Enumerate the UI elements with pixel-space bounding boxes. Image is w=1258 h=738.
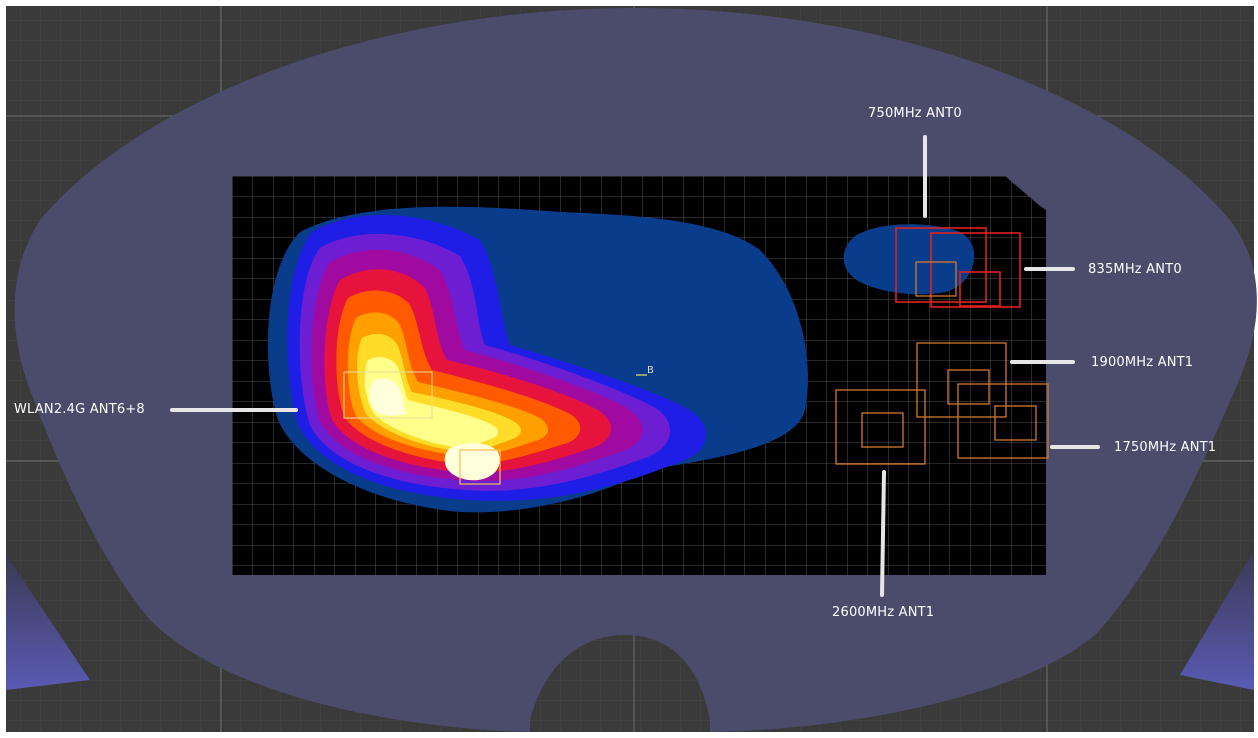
heatmap-wlan xyxy=(267,206,808,513)
label-835mhz-antenna: 835MHz ANT0 xyxy=(1088,262,1182,277)
label-wlan-antenna: WLAN2.4G ANT6+8 xyxy=(14,402,145,417)
heatmap-lte-low-band xyxy=(843,224,975,295)
label-750mhz-antenna: 750MHz ANT0 xyxy=(868,106,962,121)
label-2600mhz-antenna: 2600MHz ANT1 xyxy=(832,605,935,620)
center-marker-label: B xyxy=(647,365,655,376)
callout-line-2600 xyxy=(880,470,886,597)
corner-shape-right xyxy=(1180,550,1254,690)
corner-shape-left xyxy=(6,555,90,690)
boxes-lte-low-band xyxy=(895,227,1021,308)
boxes-lte-mid-band xyxy=(835,342,1049,465)
label-1750mhz-antenna: 1750MHz ANT1 xyxy=(1114,440,1217,455)
label-1900mhz-antenna: 1900MHz ANT1 xyxy=(1091,355,1194,370)
